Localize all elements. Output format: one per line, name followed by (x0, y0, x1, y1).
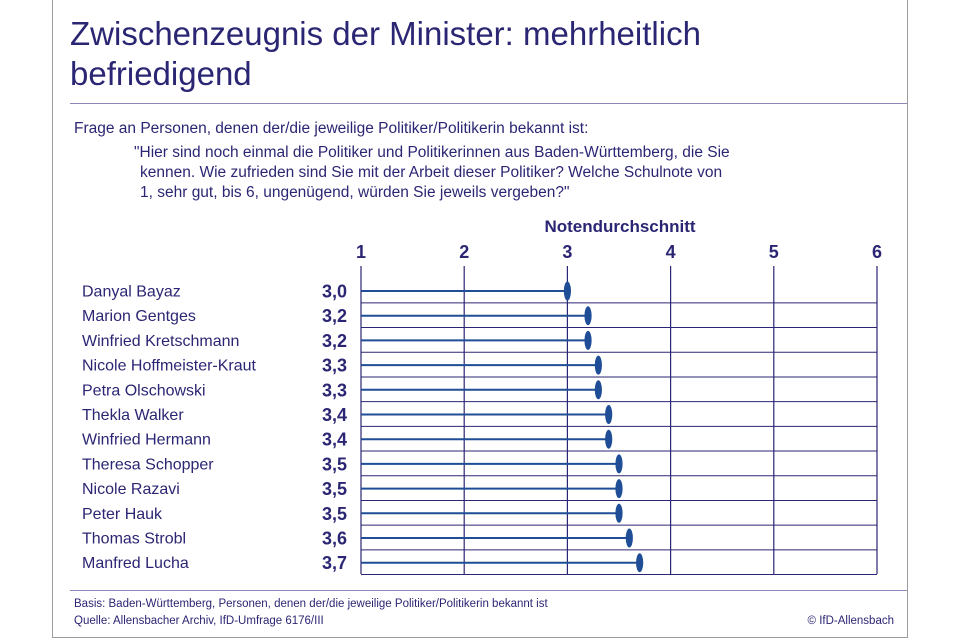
bar-marker (636, 553, 644, 573)
footer-basis: Basis: Baden-Württemberg, Personen, dene… (74, 598, 548, 610)
value-label: 3,4 (322, 430, 347, 450)
bar-marker (563, 281, 572, 301)
chart-frame (52, 0, 908, 638)
question-text: "Hier sind noch einmal die Politiker und… (134, 143, 854, 203)
bar-marker (594, 355, 602, 375)
question-line: 1, sehr gut, bis 6, ungenügend, würden S… (140, 184, 570, 201)
axis-title: Notendurchschnitt (544, 217, 695, 236)
bar-marker (615, 479, 623, 499)
bar-marker (584, 330, 592, 350)
category-label: Winfried Kretschmann (82, 333, 239, 350)
category-label: Winfried Hermann (82, 432, 211, 449)
tick-label: 4 (666, 242, 676, 262)
category-label: Nicole Hoffmeister-Kraut (82, 358, 257, 375)
copyright: © IfD-Allensbach (807, 615, 894, 627)
value-label: 3,4 (322, 405, 347, 425)
chart-title: Zwischenzeugnis der Minister: mehrheitli… (70, 15, 701, 92)
value-label: 3,2 (322, 331, 347, 351)
category-label: Theresa Schopper (82, 456, 214, 473)
category-label: Thekla Walker (82, 407, 184, 424)
bar-marker (584, 306, 592, 326)
footer-source: Quelle: Allensbacher Archiv, IfD-Umfrage… (74, 615, 324, 627)
tick-label: 5 (769, 242, 779, 262)
category-label: Peter Hauk (82, 506, 163, 523)
category-label: Manfred Lucha (82, 555, 189, 572)
footer-divider (70, 590, 907, 591)
tick-label: 6 (872, 242, 882, 262)
question-intro: Frage an Personen, denen der/die jeweili… (74, 120, 589, 137)
question-line: kennen. Wie zufrieden sind Sie mit der A… (140, 164, 723, 181)
value-label: 3,7 (322, 553, 347, 573)
category-label: Nicole Razavi (82, 481, 180, 498)
value-label: 3,5 (322, 504, 347, 524)
category-label: Marion Gentges (82, 308, 196, 325)
bar-marker (615, 503, 623, 523)
category-label: Danyal Bayaz (82, 284, 181, 301)
bar-marker (615, 454, 623, 474)
value-label: 3,5 (322, 454, 347, 474)
title-divider (70, 103, 907, 104)
tick-label: 1 (356, 242, 366, 262)
bar-marker (605, 405, 613, 424)
value-label: 3,3 (322, 356, 347, 376)
value-label: 3,6 (322, 529, 347, 549)
category-label: Thomas Strobl (82, 531, 186, 548)
bar-marker (594, 380, 602, 400)
value-label: 3,5 (322, 479, 347, 499)
bar-marker (605, 429, 613, 449)
value-label: 3,0 (322, 282, 347, 302)
tick-label: 3 (562, 242, 572, 262)
bar-marker (625, 528, 633, 548)
question-line: "Hier sind noch einmal die Politiker und… (134, 144, 730, 161)
category-label: Petra Olschowski (82, 382, 206, 399)
value-label: 3,2 (322, 306, 347, 326)
tick-label: 2 (459, 242, 469, 262)
value-label: 3,3 (322, 380, 347, 400)
